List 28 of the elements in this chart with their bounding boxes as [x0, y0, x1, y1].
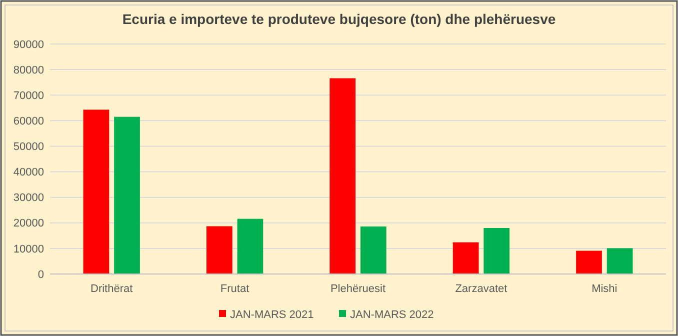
x-tick-label: Zarzavatet	[455, 283, 508, 295]
legend-label: JAN-MARS 2021	[230, 308, 314, 321]
bar	[360, 226, 386, 274]
bar	[237, 218, 264, 274]
y-tick-label: 0	[38, 268, 44, 281]
y-tick-label: 90000	[13, 38, 44, 51]
y-tick-label: 80000	[13, 64, 44, 76]
y-tick-label: 20000	[13, 218, 44, 230]
bar	[330, 78, 356, 274]
x-tick-label: Plehëruesit	[330, 283, 386, 295]
y-tick-label: 50000	[13, 141, 44, 154]
bar	[484, 228, 510, 274]
bar	[576, 250, 602, 274]
y-tick-label: 60000	[13, 116, 44, 128]
x-tick-label: Mishi	[592, 283, 618, 295]
bar	[114, 116, 140, 274]
bar	[206, 226, 232, 274]
y-tick-label: 10000	[13, 243, 44, 256]
bar	[83, 110, 110, 274]
bar	[452, 242, 479, 274]
bar	[606, 248, 633, 274]
chart-title: Ecuria e importeve te produteve bujqesore (ton) dhe plehëruesve	[122, 11, 556, 27]
x-tick-label: Frutat	[220, 283, 250, 295]
legend-label: JAN-MARS 2022	[350, 308, 434, 321]
y-tick-label: 40000	[13, 166, 44, 179]
y-tick-label: 30000	[13, 192, 44, 204]
y-tick-label: 70000	[13, 90, 44, 102]
x-tick-label: Drithërat	[90, 283, 133, 295]
